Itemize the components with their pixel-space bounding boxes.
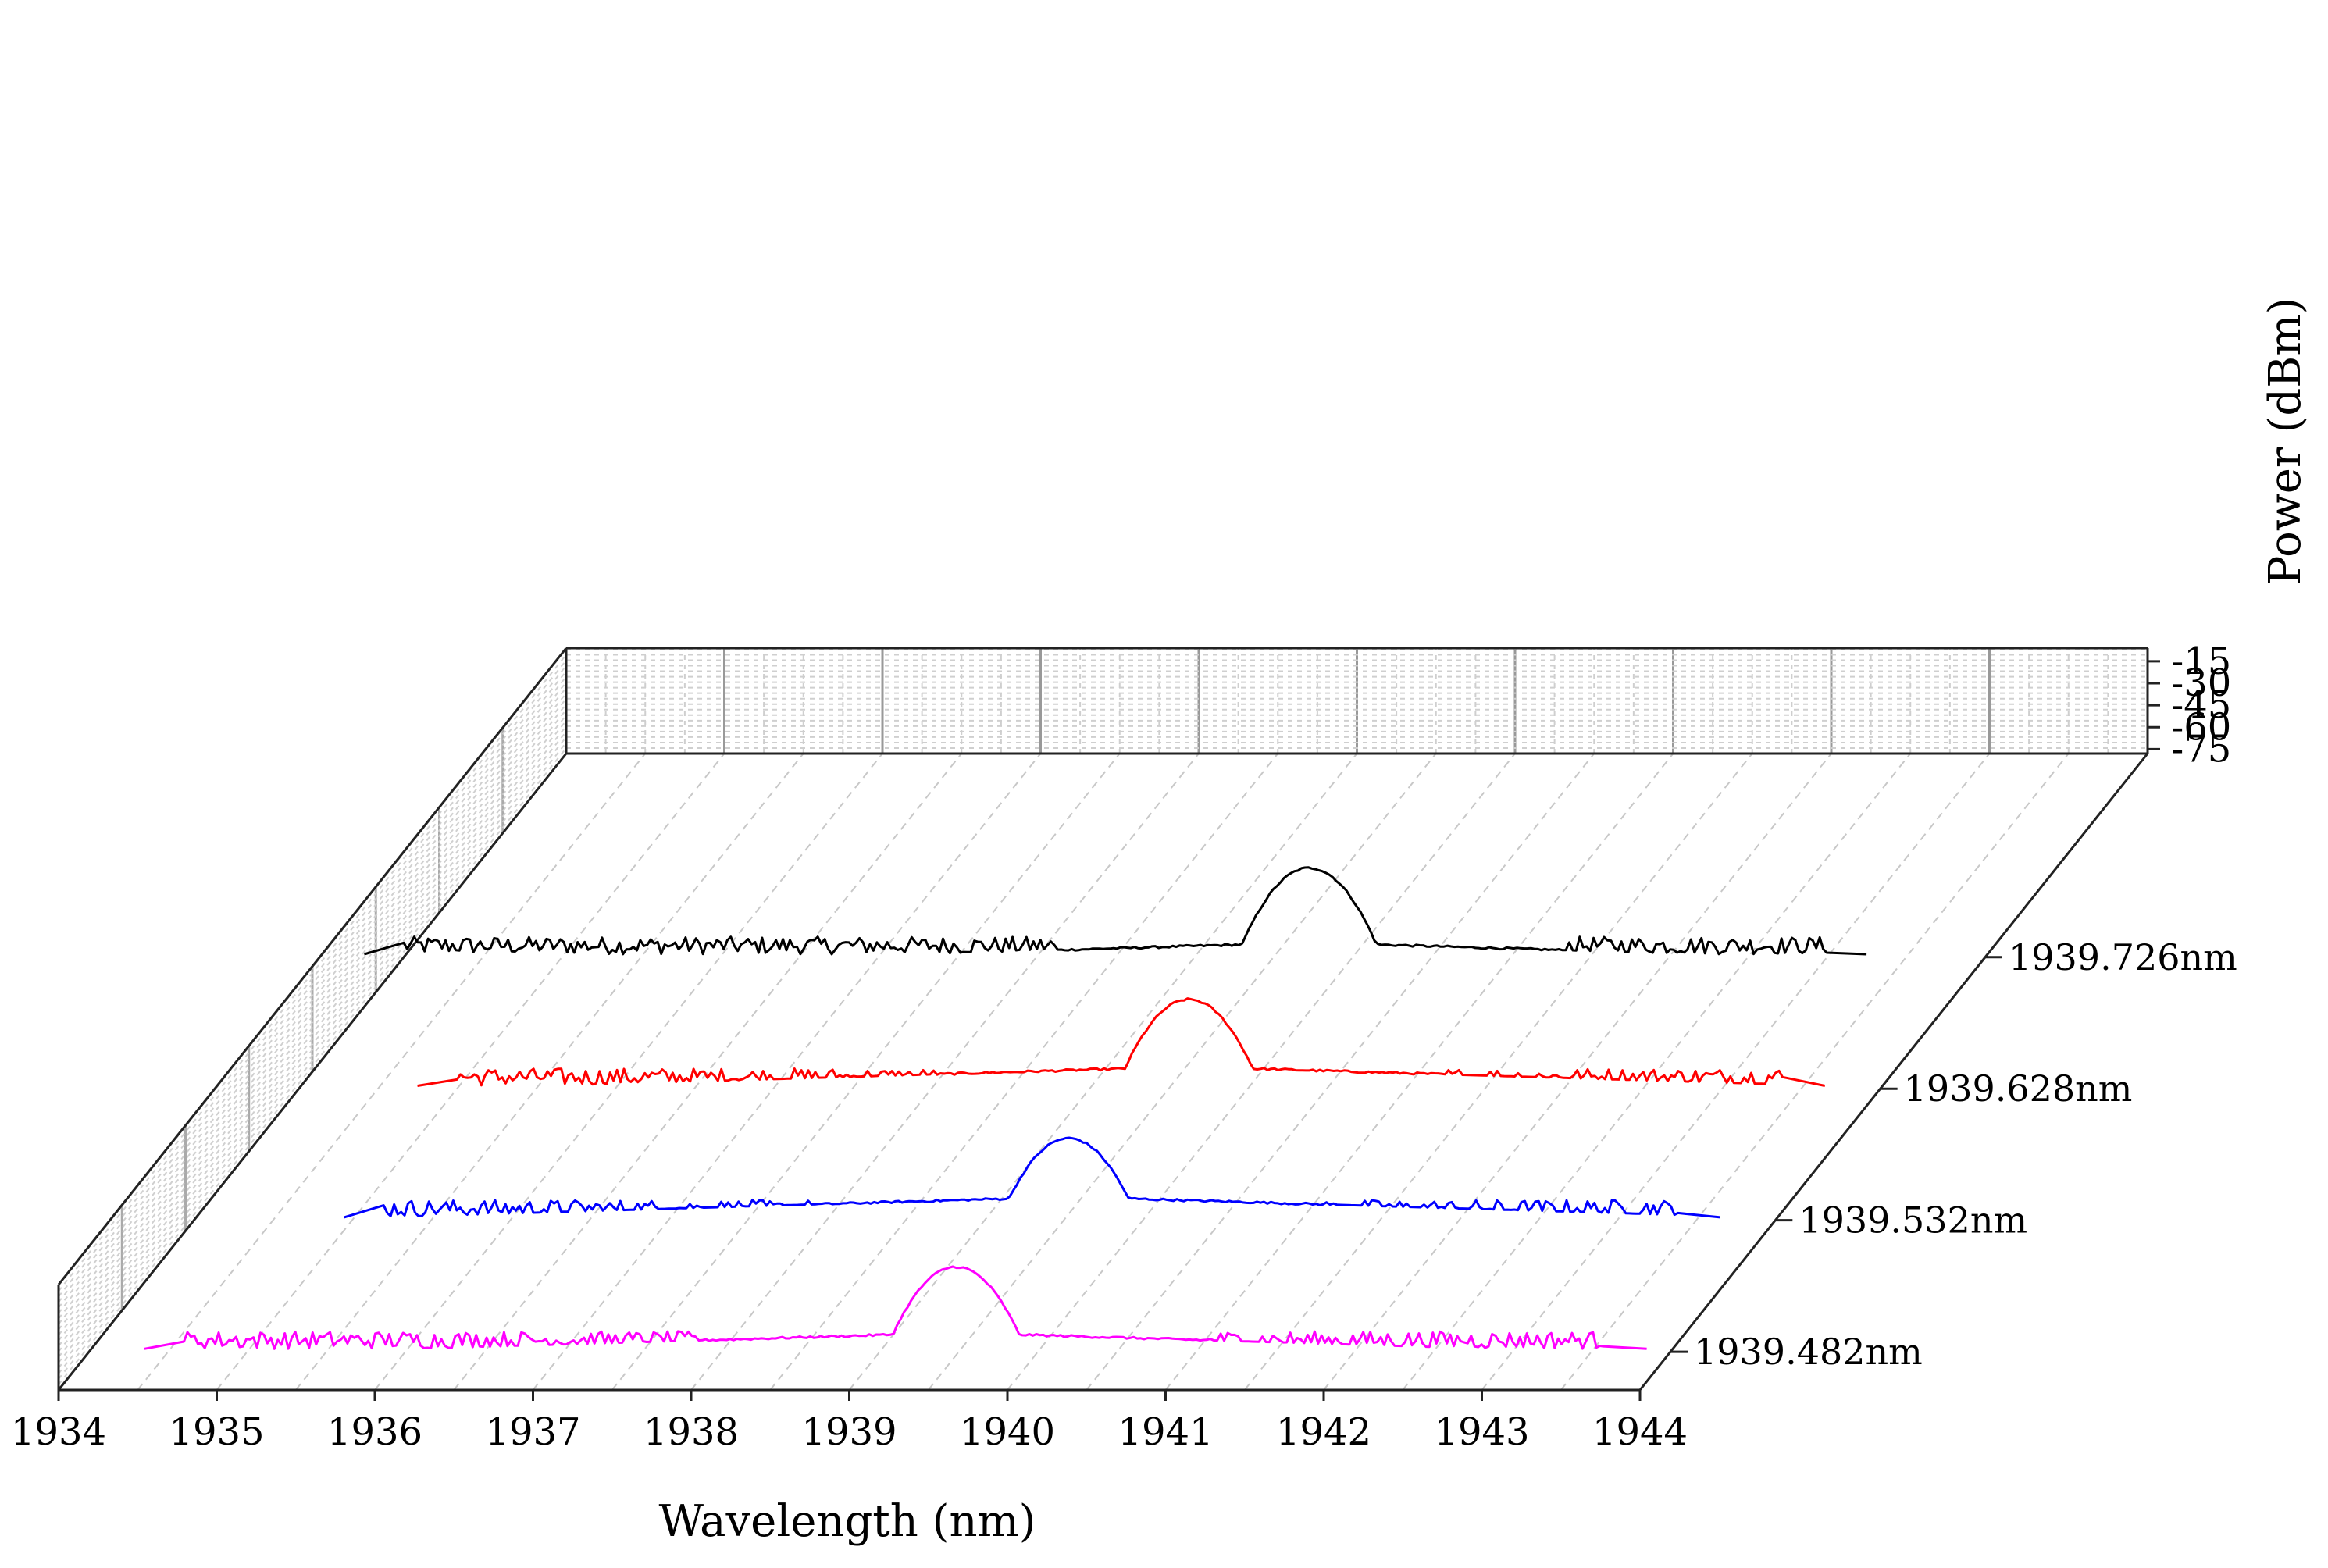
left-grid-line [58, 704, 567, 1342]
x-axis-title: Wavelength (nm) [658, 1496, 1036, 1547]
floor-grid-line [1164, 753, 1674, 1391]
series-label: 1939.532nm [1799, 1199, 2027, 1242]
x-tick-label: 1942 [1276, 1410, 1371, 1454]
floor-grid-line [1323, 753, 1832, 1391]
left-grid-line [58, 747, 567, 1385]
floor-grid-line [1086, 753, 1595, 1391]
x-tick-label: 1938 [643, 1410, 739, 1454]
floor-grid-line [769, 753, 1279, 1391]
left-grid-line [58, 736, 567, 1374]
series-labels: 1939.726nm 1939.628nm 1939.532nm 1939.482nm [1670, 936, 2237, 1373]
floor-grid-line [1402, 753, 1912, 1391]
left-grid-line [58, 693, 567, 1331]
floor-grid-line [532, 753, 1042, 1391]
series-label: 1939.482nm [1694, 1331, 1923, 1373]
x-tick-label: 1935 [169, 1410, 264, 1454]
y-tick-label: -30 [2171, 661, 2231, 705]
series-line-1939.726nm [363, 866, 1867, 956]
x-tick-label: 1940 [960, 1410, 1055, 1454]
x-tick-label: 1936 [327, 1410, 422, 1454]
left-grid-line [58, 720, 567, 1358]
left-wall [57, 648, 568, 1391]
x-tick-label: 1934 [11, 1410, 106, 1454]
series-line-1939.532nm [344, 1136, 1720, 1219]
x-tick-label: 1943 [1434, 1410, 1529, 1454]
floor-grid-line [453, 753, 963, 1391]
top-left-edge [57, 647, 568, 1285]
back-wall [565, 648, 2149, 754]
floor-grid-line [374, 753, 883, 1391]
floor-grid-line [690, 753, 1200, 1391]
floor-grid-line [1243, 753, 1753, 1391]
series-line-1939.482nm [144, 1265, 1647, 1350]
series-line-1939.628nm [417, 997, 1826, 1087]
x-tick-label: 1939 [801, 1410, 897, 1454]
left-grid-line [58, 725, 567, 1363]
left-grid-line [58, 659, 567, 1298]
y-axis-title: Power (dBm) [2260, 298, 2311, 586]
left-grid-line [58, 654, 567, 1292]
left-grid-line [58, 742, 567, 1380]
axes-frame [57, 647, 2149, 1392]
left-grid-line [58, 670, 567, 1309]
floor-grid-line [611, 753, 1121, 1391]
series-layer [144, 866, 1867, 1350]
floor-grid-line [1007, 753, 1516, 1391]
floor-left-edge [57, 753, 568, 1391]
floor-grid-line [1481, 753, 1991, 1391]
x-tick-label: 1941 [1118, 1410, 1213, 1454]
y-tick-label: -75 [2171, 727, 2231, 771]
x-axis-ticks: 1934 1935 1936 1937 1938 1939 1940 1941 1942 1943… [11, 1390, 1688, 1454]
left-grid-line [58, 698, 567, 1336]
floor-grid-line [927, 753, 1437, 1391]
y-tick-label: -45 [2171, 683, 2231, 727]
left-grid-line [58, 687, 567, 1325]
floor-grid [58, 753, 2148, 1391]
floor-grid-line [294, 753, 804, 1391]
left-grid-line [58, 675, 567, 1314]
left-grid-line [58, 715, 567, 1352]
depth-axis-line [1638, 753, 2149, 1391]
series-label: 1939.726nm [2009, 936, 2237, 978]
left-grid-line [58, 731, 567, 1369]
y-tick-label: -60 [2171, 705, 2231, 749]
floor-grid-line [1560, 753, 2070, 1391]
floor-grid-line [216, 753, 725, 1391]
left-grid-line [58, 665, 567, 1303]
y-tick-label: -15 [2171, 640, 2231, 683]
left-grid-line [58, 709, 567, 1347]
floor-grid-line [137, 753, 647, 1391]
floor-grid-line [848, 753, 1358, 1391]
y-axis-ticks: -15-30-45-60-75 [2148, 640, 2231, 771]
left-grid-line [58, 681, 567, 1320]
x-tick-label: 1944 [1592, 1410, 1688, 1454]
series-label: 1939.628nm [1904, 1067, 2133, 1110]
x-tick-label: 1937 [485, 1410, 580, 1454]
